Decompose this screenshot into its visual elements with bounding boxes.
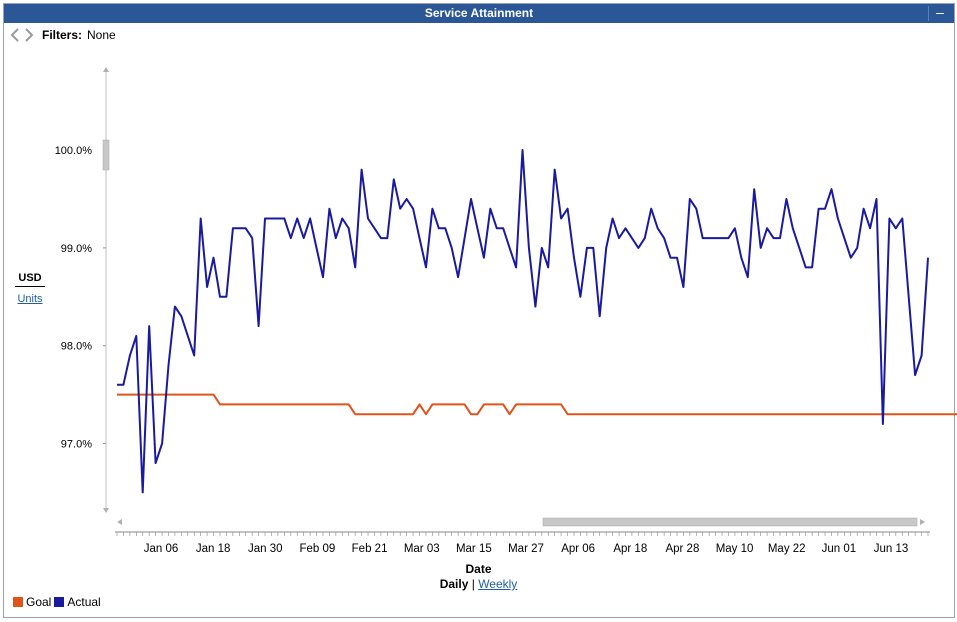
series-line-actual <box>117 149 929 494</box>
filters-label: Filters: <box>42 28 83 42</box>
back-arrow-icon[interactable] <box>8 27 22 43</box>
legend: Goal Actual <box>13 595 104 609</box>
y-tick-label: 99.0% <box>61 243 92 255</box>
x-tick-label: Apr 06 <box>561 543 595 555</box>
filters-value: None <box>87 28 116 42</box>
granularity-switch: Daily | Weekly <box>0 577 957 591</box>
y-tick-label: 97.0% <box>61 439 92 451</box>
x-scroll-thumb[interactable] <box>542 517 918 527</box>
series-lines <box>117 149 957 494</box>
y-scroll-thumb[interactable] <box>102 139 110 171</box>
y-scroll-up-icon[interactable] <box>103 67 109 72</box>
x-tick-label: Jan 06 <box>144 543 179 555</box>
x-tick-label: Feb 21 <box>352 543 388 555</box>
legend-actual-label: Actual <box>67 595 101 609</box>
weekly-option[interactable]: Weekly <box>478 577 518 591</box>
goal-swatch <box>13 597 23 607</box>
legend-item-goal: Goal <box>13 595 51 609</box>
x-tick-label: Feb 09 <box>300 543 336 555</box>
daily-option[interactable]: Daily <box>439 577 469 591</box>
legend-item-actual: Actual <box>54 595 101 609</box>
x-tick-label: Mar 27 <box>508 543 544 555</box>
x-tick-label: May 10 <box>716 543 754 555</box>
x-tick-label: Apr 18 <box>613 543 647 555</box>
y-unit-units-link[interactable]: Units <box>17 293 43 305</box>
x-tick-label: Apr 28 <box>665 543 699 555</box>
x-tick-label: Jan 30 <box>248 543 283 555</box>
actual-swatch <box>54 597 65 607</box>
x-tick-label: Mar 03 <box>404 543 440 555</box>
y-unit-usd: USD <box>15 272 45 287</box>
y-scroll-down-icon[interactable] <box>103 508 109 513</box>
x-scroll-left-icon[interactable] <box>117 519 122 525</box>
granularity-separator: | <box>471 577 475 591</box>
legend-goal-label: Goal <box>26 595 52 609</box>
x-tick-label: Jun 13 <box>874 543 909 555</box>
x-tick-label: May 22 <box>768 543 806 555</box>
forward-arrow-icon[interactable] <box>22 27 36 43</box>
x-tick-label: Mar 15 <box>456 543 492 555</box>
y-tick-label: 100.0% <box>55 145 93 157</box>
x-tick-label: Jun 01 <box>822 543 857 555</box>
filter-bar: Filters: None <box>8 26 116 44</box>
chart-panel: Service Attainment – <box>3 3 955 618</box>
series-line-goal <box>117 393 957 416</box>
minimize-button[interactable]: – <box>928 5 951 21</box>
x-scroll-right-icon[interactable] <box>920 519 925 525</box>
y-tick-label: 98.0% <box>61 341 92 353</box>
x-axis-title: Date <box>465 562 492 576</box>
scrollbars <box>102 67 925 527</box>
panel-title: Service Attainment <box>4 4 954 23</box>
axes: 97.0% 98.0% 99.0% 100.0% Jan 06 Jan 18 Jan 30 F… <box>55 68 930 555</box>
x-tick-label: Jan 18 <box>196 543 231 555</box>
